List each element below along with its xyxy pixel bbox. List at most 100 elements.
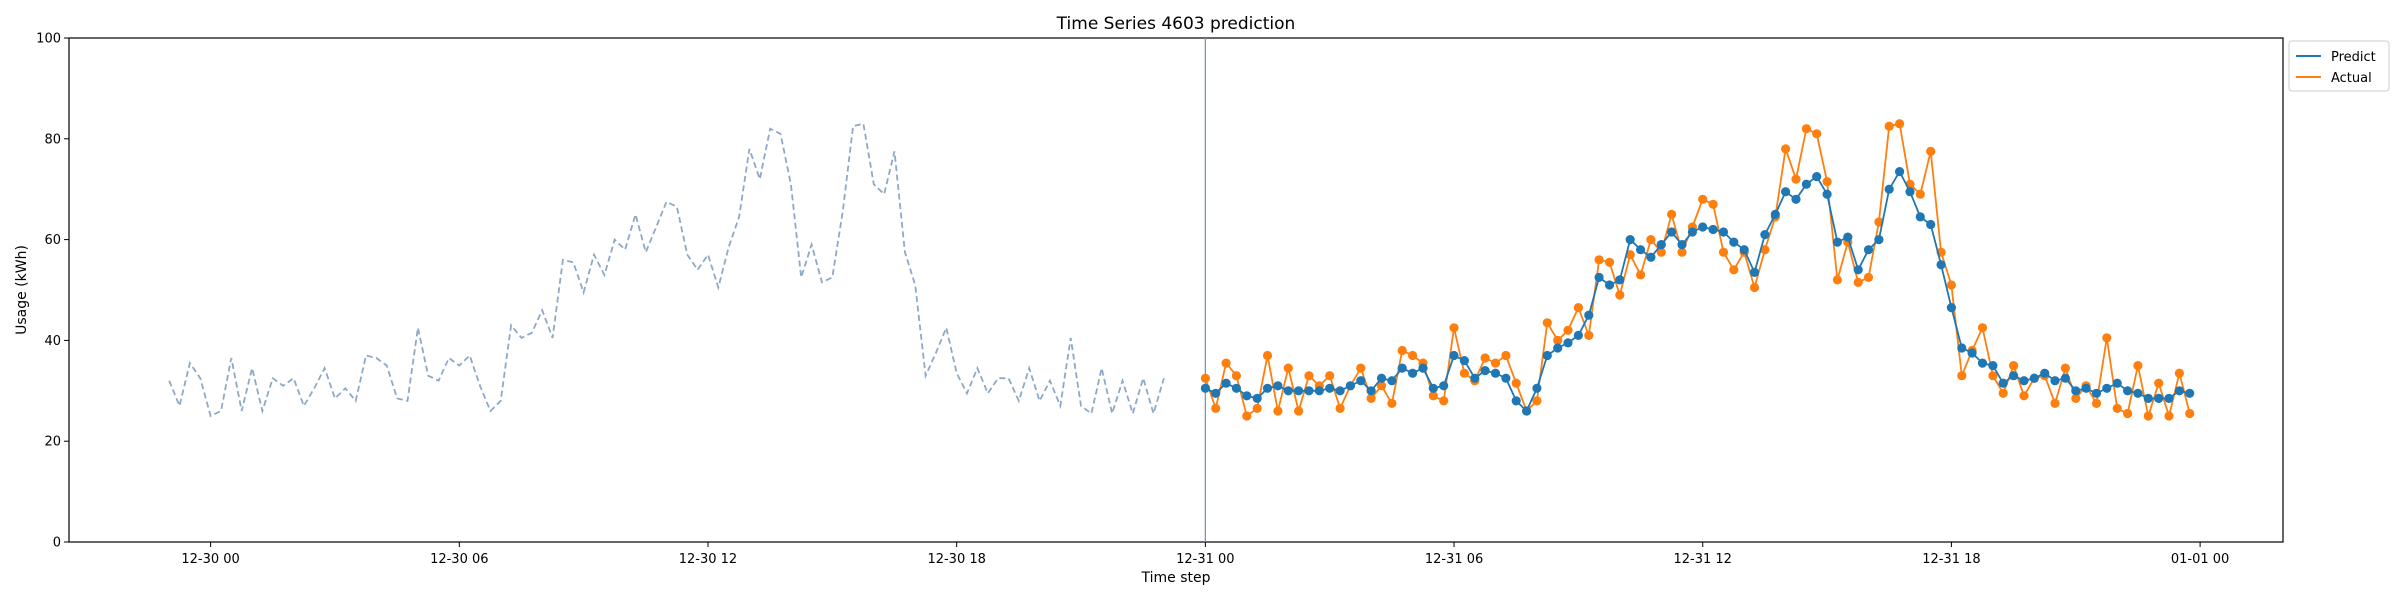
predict-point [1812, 172, 1822, 182]
predict-point [2185, 388, 2195, 398]
predict-point [1739, 245, 1749, 255]
actual-point [1636, 270, 1646, 280]
predict-point [1749, 267, 1760, 277]
actual-point [1304, 371, 1314, 381]
actual-point [1366, 393, 1376, 403]
predict-point [2143, 393, 2153, 403]
actual-point [1200, 373, 1210, 383]
predict-point [1667, 227, 1677, 237]
actual-point [1211, 403, 1221, 413]
predict-point [1718, 227, 1729, 237]
predict-point [2040, 368, 2050, 378]
predict-point [1387, 376, 1397, 386]
predict-point [1615, 275, 1625, 285]
actual-point [1563, 325, 1573, 335]
x-tick-label: 12-31 18 [1922, 552, 1980, 567]
actual-point [1822, 177, 1832, 187]
history-line [168, 122, 1165, 418]
actual-point [1915, 189, 1925, 199]
predict-point [1200, 383, 1210, 393]
actual-point [1573, 303, 1583, 313]
actual-point [1242, 411, 1252, 421]
predict-point [1294, 386, 1304, 396]
actual-point [1294, 406, 1304, 416]
plot-frame [68, 37, 2284, 543]
predict-point [1273, 381, 1283, 391]
predict-point [1905, 187, 1915, 197]
predict-point [1698, 222, 1708, 232]
actual-point [1667, 209, 1677, 219]
predict-point [1490, 368, 1501, 378]
predict-point [1863, 245, 1874, 255]
predict-point [1304, 386, 1314, 396]
x-tick-label: 12-30 06 [430, 552, 488, 567]
predict-point [1563, 338, 1573, 348]
actual-point [1356, 363, 1366, 373]
actual-point [1729, 265, 1739, 275]
actual-point [1625, 250, 1635, 260]
predict-point [1781, 187, 1791, 197]
predict-point [1884, 184, 1894, 194]
actual-point [1946, 280, 1956, 290]
predict-point [1221, 378, 1231, 388]
x-tick-label: 12-30 00 [181, 552, 239, 567]
actual-point [1604, 257, 1615, 267]
predict-point [2123, 386, 2133, 396]
predict-point [1977, 358, 1988, 368]
actual-point [1656, 247, 1666, 257]
actual-point [1335, 403, 1345, 413]
predict-point [1998, 378, 2008, 388]
actual-point [1325, 371, 1335, 381]
actual-point [1677, 247, 1687, 257]
predict-point [1636, 245, 1646, 255]
predict-point [2029, 373, 2039, 383]
actual-point [1791, 174, 1801, 184]
predict-point [2071, 386, 2081, 396]
predict-point [1646, 252, 1656, 262]
predict-point [1242, 391, 1252, 401]
actual-point [2009, 361, 2019, 371]
predict-point [1314, 386, 1324, 396]
legend-frame [2288, 40, 2390, 92]
predict-point [1822, 189, 1832, 199]
predict-point [1594, 272, 1604, 282]
predict-point [1408, 368, 1418, 378]
x-tick-label: 12-31 12 [1674, 552, 1732, 567]
y-axis: 0 20 40 60 80 100 [36, 32, 69, 551]
predict-point [1708, 224, 1718, 235]
actual-point [2185, 408, 2195, 419]
actual-point [1501, 350, 1511, 361]
predict-point [1501, 373, 1511, 383]
predict-point [1770, 209, 1780, 219]
series-layer [168, 38, 2195, 542]
y-axis-label: Usage (kWh) [14, 245, 30, 335]
legend-label-actual: Actual [2331, 71, 2372, 86]
actual-point [1646, 235, 1656, 245]
predict-point [1853, 265, 1863, 275]
y-tick-label: 40 [44, 334, 61, 349]
actual-point [1884, 121, 1894, 131]
actual-point [1428, 391, 1438, 401]
chart-title: Time Series 4603 prediction [1056, 14, 1296, 34]
actual-point [1439, 396, 1449, 406]
predict-point [1801, 179, 1811, 189]
actual-point [2133, 361, 2143, 371]
actual-point [2019, 391, 2029, 401]
predict-point [2102, 383, 2112, 393]
x-axis: 12-30 00 12-30 06 12-30 12 12-30 18 12-31 00… [181, 542, 2229, 567]
predict-point [1480, 366, 1490, 376]
predict-point [2174, 386, 2184, 396]
actual-point [1812, 129, 1822, 139]
actual-point [1863, 272, 1874, 282]
predict-point [2164, 393, 2174, 403]
predict-point [1522, 406, 1532, 416]
actual-point [1749, 282, 1760, 293]
actual-point [1977, 323, 1988, 333]
actual-point [1760, 245, 1770, 255]
predict-point [1843, 232, 1853, 242]
actual-point [1459, 368, 1469, 378]
predict-point [1874, 235, 1884, 245]
x-tick-label: 12-30 18 [927, 552, 985, 567]
predict-point [1625, 235, 1635, 245]
predict-point [1729, 237, 1739, 247]
